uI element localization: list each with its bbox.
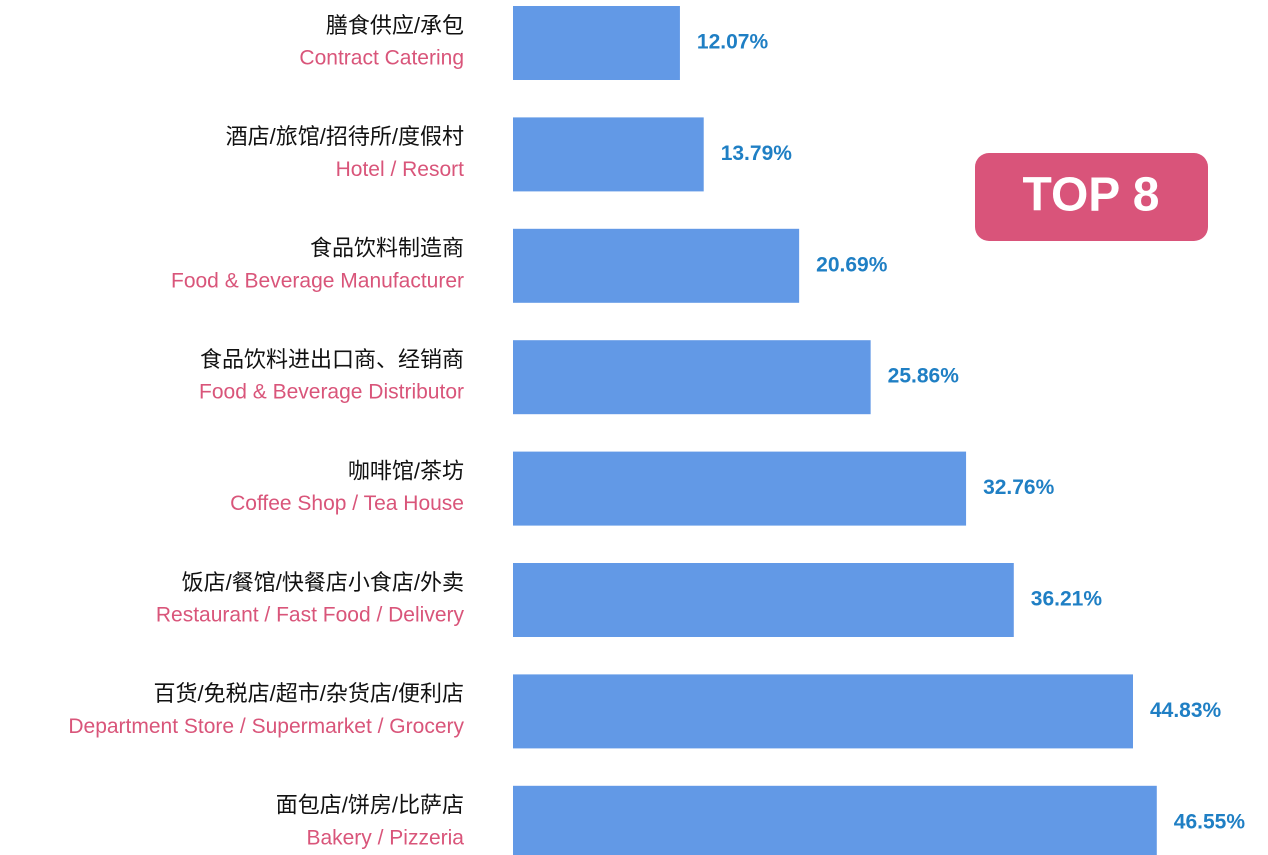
annotation-box bbox=[975, 153, 1208, 241]
value-label: 13.79% bbox=[721, 142, 793, 165]
value-label: 32.76% bbox=[983, 476, 1055, 499]
bar bbox=[513, 451, 967, 526]
bar bbox=[513, 117, 704, 192]
category-label: 酒店/旅馆/招待所/度假村 bbox=[226, 124, 464, 149]
bar bbox=[513, 228, 800, 303]
value-label: 20.69% bbox=[816, 253, 888, 276]
value-label: 12.07% bbox=[697, 31, 769, 54]
category-label-en: Food & Beverage Manufacturer bbox=[171, 269, 464, 292]
category-label: 咖啡馆/茶坊 bbox=[348, 458, 464, 483]
category-label-en: Restaurant / Fast Food / Delivery bbox=[156, 604, 465, 627]
category-label-en: Contract Catering bbox=[299, 47, 464, 70]
category-label-en: Food & Beverage Distributor bbox=[199, 381, 464, 404]
category-label-en: Hotel / Resort bbox=[336, 158, 465, 181]
value-label: 25.86% bbox=[888, 365, 960, 388]
category-label-en: Coffee Shop / Tea House bbox=[230, 492, 464, 515]
category-label: 面包店/饼房/比萨店 bbox=[276, 793, 464, 818]
category-label: 膳食供应/承包 bbox=[326, 13, 464, 38]
category-label-en: Department Store / Supermarket / Grocery bbox=[68, 715, 464, 738]
category-label: 百货/免税店/超市/杂货店/便利店 bbox=[154, 681, 464, 706]
value-label: 46.55% bbox=[1174, 810, 1246, 833]
value-label: 44.83% bbox=[1150, 699, 1222, 722]
bar bbox=[513, 563, 1014, 637]
category-label: 饭店/餐馆/快餐店小食店/外卖 bbox=[182, 570, 464, 595]
category-label-en: Bakery / Pizzeria bbox=[306, 826, 464, 849]
category-label: 食品饮料进出口商、经销商 bbox=[200, 347, 464, 372]
category-label: 食品饮料制造商 bbox=[310, 236, 464, 261]
bar bbox=[513, 785, 1157, 855]
bar bbox=[513, 674, 1133, 749]
annotation: TOP 8 bbox=[1023, 169, 1160, 222]
value-label: 36.21% bbox=[1031, 588, 1103, 611]
bar bbox=[513, 6, 680, 80]
bar bbox=[513, 340, 871, 415]
